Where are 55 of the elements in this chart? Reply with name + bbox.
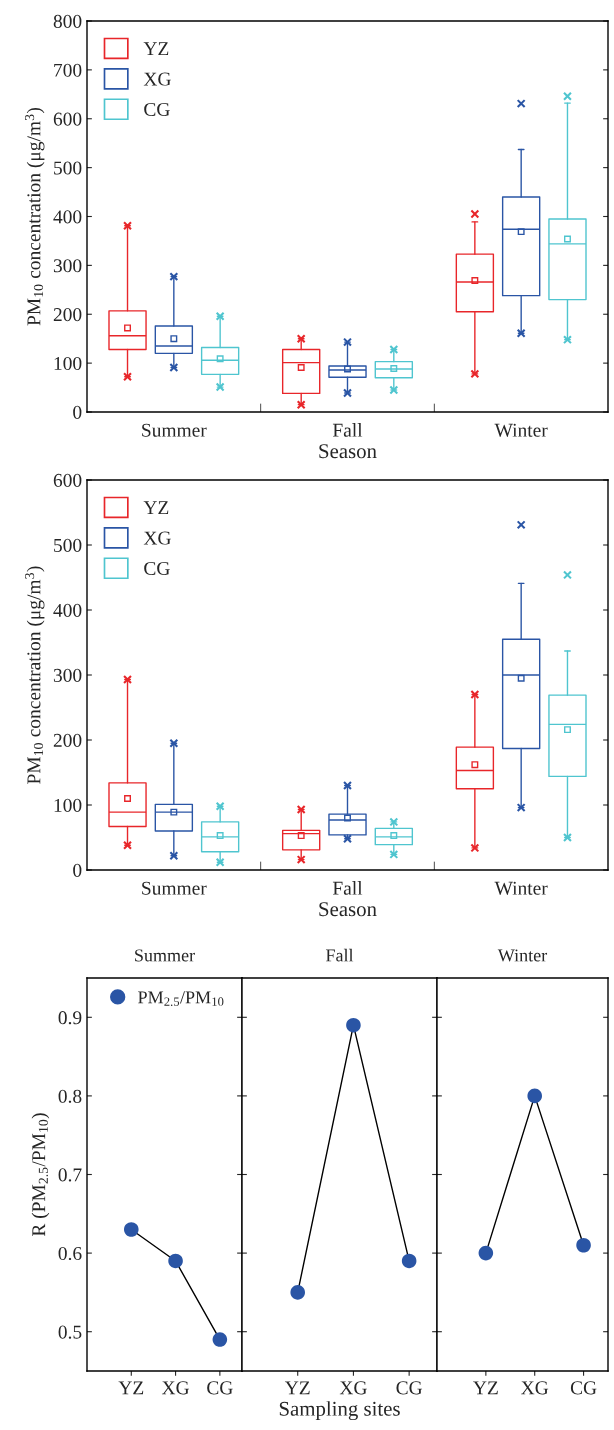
chart-title: Winter — [497, 949, 548, 962]
x-tick-label: YZ — [284, 1381, 310, 1395]
y-tick-label: 400 — [53, 603, 82, 617]
point — [124, 1222, 139, 1237]
y-tick-label: 500 — [54, 161, 82, 175]
chart-title: Fall — [325, 948, 354, 962]
x-tick-label: Winter — [494, 423, 548, 437]
y-tick-label: 600 — [53, 112, 82, 126]
y-axis-title: PM$_{10}$ concentration (μg/m$^{3}$) — [25, 107, 45, 326]
point — [168, 1253, 183, 1269]
x-tick-label: Fall — [332, 881, 363, 895]
x-tick-label: YZ — [473, 1381, 498, 1395]
y-tick-label: 0 — [73, 863, 82, 877]
x-axis-title: Season — [319, 902, 377, 917]
y-tick-label: 200 — [53, 308, 82, 322]
legend-label: CG — [144, 561, 170, 575]
chart-title: Summer — [135, 949, 195, 962]
y-tick-label: 100 — [54, 798, 82, 812]
y-tick-label: 400 — [53, 210, 82, 224]
y-tick-label: 0.9 — [58, 1011, 82, 1025]
y-tick-label: 500 — [54, 538, 82, 552]
legend-label: XG — [143, 72, 171, 86]
y-tick-label: 300 — [53, 668, 82, 682]
y-tick-label: 800 — [53, 14, 82, 28]
x-tick-label: Fall — [332, 423, 363, 437]
y-axis-title: R (PM$_{2.5}$/PM$_{10}$) — [31, 1113, 50, 1237]
point — [212, 1332, 228, 1347]
x-tick-label: XG — [521, 1381, 549, 1395]
x-tick-label: CG — [207, 1381, 233, 1395]
y-tick-label: 100 — [54, 356, 82, 371]
x-tick-label: XG — [161, 1381, 190, 1395]
y-tick-label: 0.6 — [58, 1246, 82, 1261]
y-axis-title: PM$_{10}$ concentration (μg/m$^{3}$) — [25, 566, 45, 784]
y-tick-label: 0 — [73, 405, 82, 419]
y-tick-label: 600 — [53, 473, 82, 487]
y-tick-label: 0.5 — [58, 1325, 82, 1339]
y-tick-label: 200 — [53, 733, 82, 747]
y-tick-label: 0.8 — [58, 1089, 82, 1103]
legend-label: YZ — [143, 501, 169, 515]
y-tick-label: 0.7 — [58, 1168, 82, 1182]
legend-label: XG — [143, 531, 171, 545]
x-tick-label: CG — [570, 1381, 597, 1395]
y-tick-label: 700 — [54, 63, 82, 77]
x-tick-label: Summer — [142, 881, 207, 895]
legend-label: PM$_{2.5}$/PM$_{10}$ — [138, 991, 224, 1006]
x-tick-label: XG — [339, 1381, 367, 1395]
legend-label: CG — [144, 102, 170, 116]
y-tick-label: 300 — [53, 259, 82, 273]
x-axis-title: Season — [319, 444, 377, 459]
x-tick-label: YZ — [118, 1381, 144, 1395]
legend-label: YZ — [143, 42, 169, 56]
x-axis-title: Sampling sites — [279, 1401, 400, 1421]
x-tick-label: CG — [396, 1381, 423, 1395]
x-tick-label: Summer — [142, 423, 207, 437]
x-tick-label: Winter — [494, 881, 548, 895]
